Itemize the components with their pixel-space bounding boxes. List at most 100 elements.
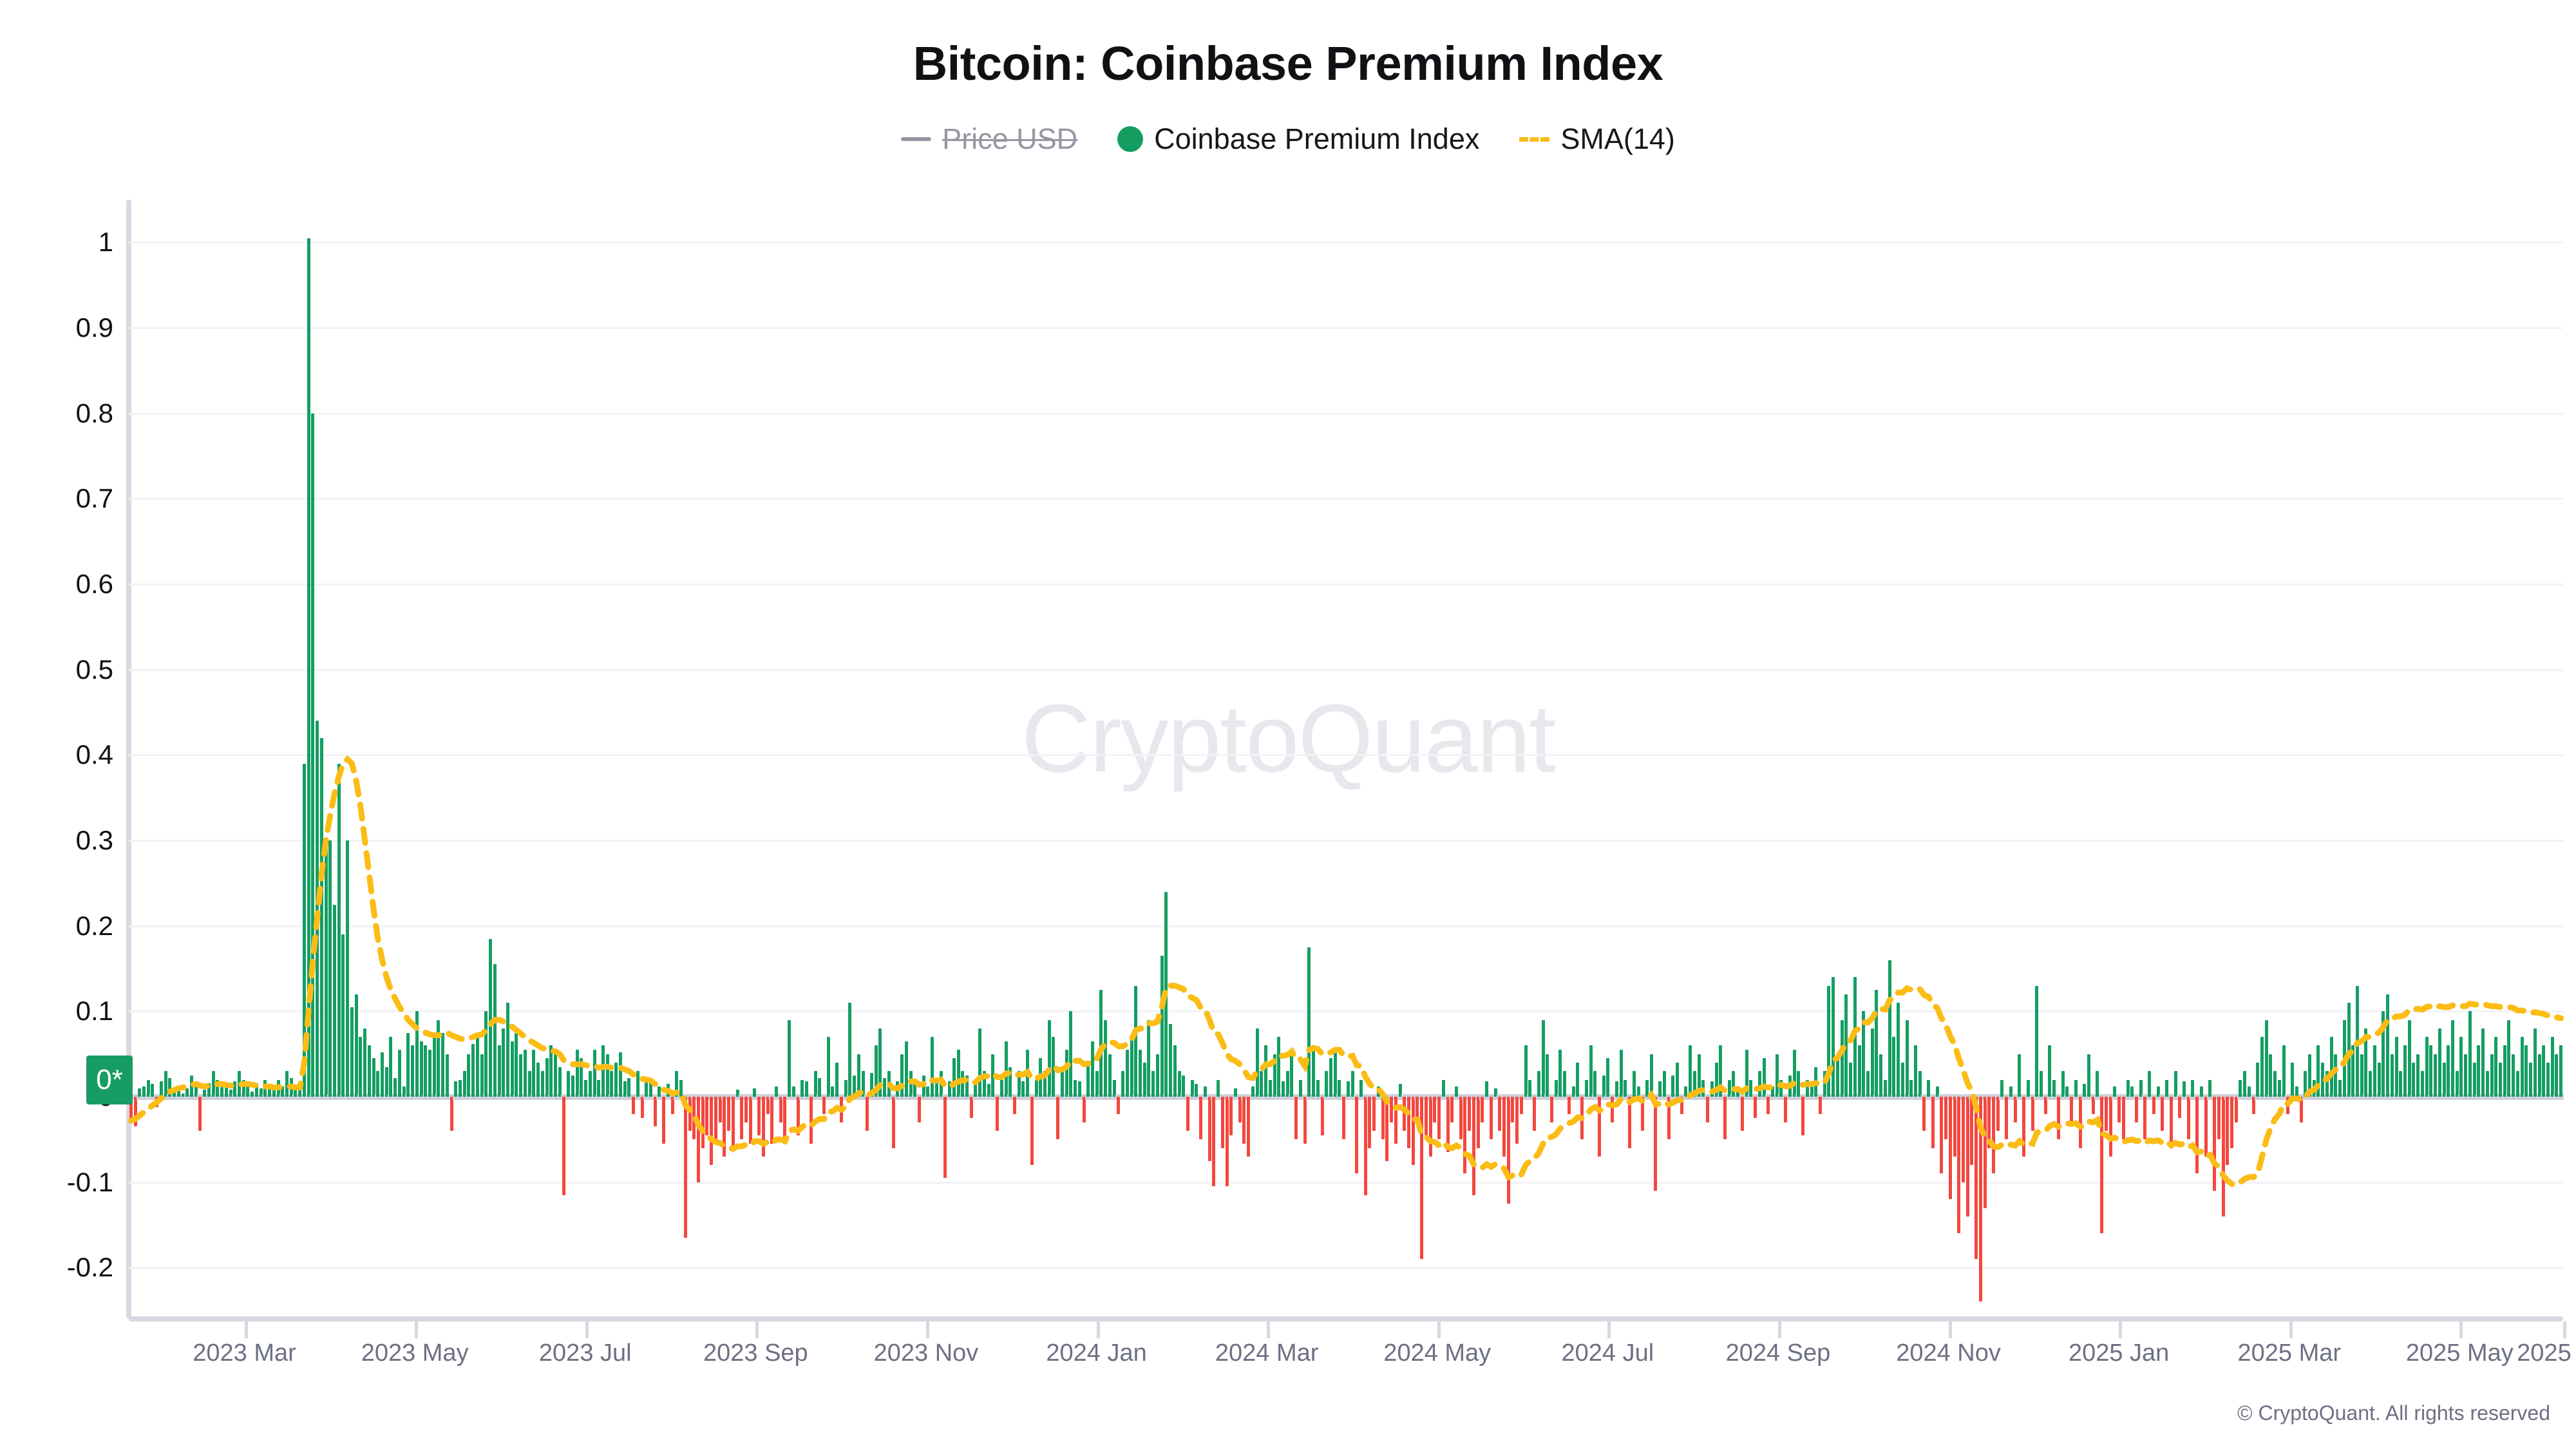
zero-stub	[2532, 1094, 2538, 1101]
zero-stub	[2181, 1094, 2187, 1101]
zero-stub	[596, 1094, 602, 1101]
zero-stub	[2380, 1094, 2387, 1101]
bar	[1372, 1097, 1376, 1132]
bar	[627, 1077, 631, 1097]
zero-stub	[1856, 1094, 1862, 1101]
bar	[1277, 1037, 1281, 1097]
bar	[714, 1097, 717, 1144]
zero-stub	[1999, 1094, 2005, 1101]
zero-stub	[1882, 1094, 1888, 1101]
zero-stub	[1804, 1094, 1810, 1101]
zero-stub	[171, 1094, 178, 1101]
bar	[2450, 1019, 2454, 1097]
legend-item-price-usd[interactable]: Price USD	[901, 122, 1077, 156]
x-tick-label: 2025 Jan	[2068, 1340, 2170, 1367]
x-tick-mark	[415, 1321, 419, 1338]
bar	[216, 1079, 220, 1097]
bar	[2161, 1097, 2164, 1132]
zero-stub	[2436, 1094, 2443, 1101]
bar	[203, 1090, 207, 1097]
bar	[2447, 1045, 2450, 1097]
gridline	[129, 754, 2563, 757]
zero-stub	[621, 1094, 628, 1101]
bar	[1805, 1079, 1809, 1097]
x-tick-mark	[1267, 1321, 1271, 1338]
bar	[2247, 1086, 2251, 1097]
bar	[1403, 1097, 1406, 1132]
bar	[1732, 1071, 1736, 1097]
bar	[1320, 1097, 1324, 1135]
legend-item-coinbase-premium-index[interactable]: Coinbase Premium Index	[1117, 122, 1479, 156]
zero-stub	[665, 1094, 671, 1101]
x-axis-line	[129, 1316, 2563, 1321]
bar	[1866, 1071, 1870, 1097]
bar	[2139, 1079, 2143, 1097]
bar	[1151, 1071, 1155, 1097]
zero-stub	[193, 1094, 199, 1101]
bar	[211, 1071, 215, 1097]
y-tick-label: 0.4	[75, 739, 113, 770]
bar	[2360, 1054, 2363, 1097]
bar	[138, 1088, 142, 1097]
bar	[1472, 1097, 1475, 1195]
zero-stub	[912, 1094, 918, 1101]
zero-stub	[1454, 1094, 1459, 1101]
bar	[853, 1075, 857, 1097]
zero-stub	[1025, 1094, 1031, 1101]
zero-stub	[2528, 1094, 2534, 1101]
legend-item-sma-14[interactable]: SMA(14)	[1519, 122, 1675, 156]
zero-stub	[1643, 1094, 1650, 1101]
zero-stub	[799, 1094, 806, 1101]
bar	[1649, 1054, 1653, 1097]
zero-stub	[418, 1094, 424, 1101]
bar	[1316, 1079, 1320, 1097]
bar	[1983, 1097, 1987, 1208]
bar	[1134, 985, 1138, 1097]
zero-stub	[327, 1094, 334, 1101]
bar	[2130, 1086, 2134, 1097]
zero-stub	[137, 1094, 143, 1101]
zero-stub	[1748, 1094, 1754, 1101]
bar	[1190, 1079, 1194, 1097]
zero-stub	[2493, 1094, 2499, 1101]
legend-label-price-usd: Price USD	[942, 122, 1078, 155]
zero-stub	[1267, 1094, 1273, 1101]
bar	[1784, 1097, 1788, 1122]
bar	[710, 1097, 714, 1166]
bar	[346, 840, 350, 1097]
zero-stub	[478, 1094, 485, 1101]
bar	[493, 964, 497, 1097]
bar	[194, 1086, 198, 1097]
zero-stub	[2237, 1094, 2244, 1101]
bar	[1359, 1079, 1363, 1097]
zero-stub	[1440, 1094, 1446, 1101]
zero-stub	[1016, 1094, 1022, 1101]
bar	[1325, 1071, 1329, 1097]
bar	[974, 1079, 978, 1097]
bar	[1303, 1097, 1307, 1144]
bar	[2096, 1071, 2099, 1097]
bar	[1273, 1054, 1276, 1097]
zero-stub	[340, 1094, 346, 1101]
zero-stub	[214, 1094, 221, 1101]
bar	[2347, 1003, 2351, 1097]
bar	[1944, 1097, 1948, 1140]
zero-stub	[453, 1094, 459, 1101]
bar	[1208, 1097, 1211, 1161]
bar	[1515, 1097, 1519, 1144]
bar	[540, 1071, 544, 1097]
bar	[796, 1097, 800, 1135]
zero-stub	[544, 1094, 550, 1101]
zero-stub	[1869, 1094, 1875, 1101]
bar	[384, 1066, 388, 1097]
zero-stub	[483, 1094, 489, 1101]
bar	[2282, 1045, 2286, 1097]
bar	[1541, 1019, 1545, 1097]
bar	[1978, 1097, 1982, 1302]
bar	[1771, 1086, 1774, 1097]
x-tick-label: 2025 Mar	[2237, 1340, 2342, 1367]
bar	[1095, 1071, 1099, 1097]
zero-stub	[323, 1094, 329, 1101]
zero-stub	[2337, 1094, 2344, 1101]
bar	[397, 1050, 401, 1097]
